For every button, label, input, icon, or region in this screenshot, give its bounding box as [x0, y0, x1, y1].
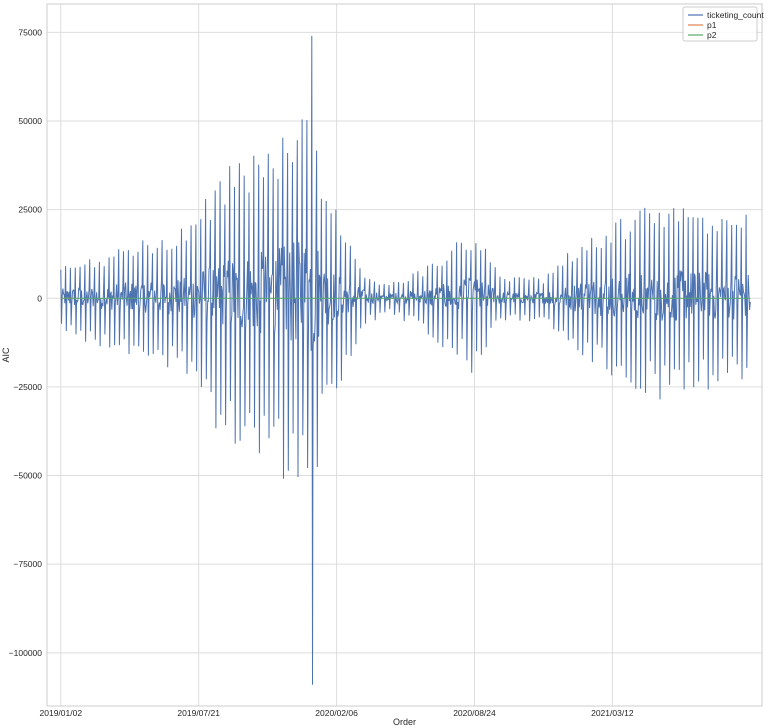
x-tick-label: 2020/08/24: [453, 708, 496, 718]
x-tick-label: 2020/02/06: [315, 708, 358, 718]
y-tick-label: −50000: [13, 471, 42, 481]
x-tick-label: 2019/01/02: [40, 708, 83, 718]
plot-frame: [46, 3, 763, 707]
y-tick-label: 75000: [18, 27, 42, 37]
y-tick-label: −75000: [13, 559, 42, 569]
legend-label-p2: p2: [707, 30, 717, 40]
grid-lines: [47, 4, 762, 706]
series-line-ticketing_count: [60, 35, 751, 685]
x-tick-labels: 2019/01/02 2019/07/21 2020/02/06 2020/08/24…: [40, 708, 634, 718]
y-tick-label: 0: [37, 293, 42, 303]
x-tick-label: 2021/03/12: [591, 708, 634, 718]
legend-label-p1: p1: [707, 20, 717, 30]
series-layer: [60, 35, 751, 685]
y-tick-label: 25000: [18, 205, 42, 215]
x-axis-title: Order: [393, 717, 416, 727]
y-tick-label: 50000: [18, 116, 42, 126]
y-tick-label: −25000: [13, 382, 42, 392]
y-tick-label: −100000: [9, 648, 43, 658]
legend-label-ticketing_count: ticketing_count: [707, 10, 764, 20]
y-tick-labels: 75000 50000 25000 0 −25000 −50000 −75000 −10000…: [9, 27, 43, 657]
y-axis-title: AIC: [1, 347, 11, 363]
x-tick-label: 2019/07/21: [177, 708, 220, 718]
